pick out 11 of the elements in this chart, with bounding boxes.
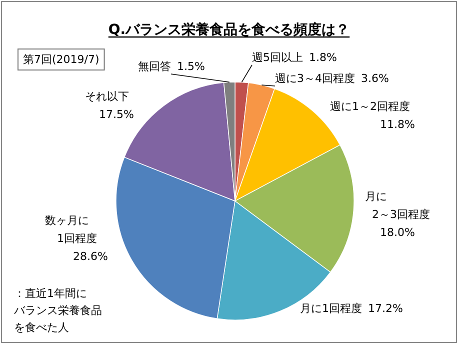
chart-subtitle: 第7回(2019/7) (23, 53, 100, 66)
slice-label: 月に2～3回程度 (365, 190, 430, 221)
slice-label: 週に3～4回程度 (275, 72, 355, 85)
chart-title: Q.バランス栄養食品を食べる頻度は？ (108, 21, 350, 38)
slice-label: 数ヶ月に1回程度 (45, 214, 97, 245)
slice-label: 月に1回程度 (300, 302, 362, 315)
slice-label: 週5回以上 (252, 51, 303, 64)
text: ：直近1年間にバランス栄養食品を食べた人 (13, 287, 102, 334)
slice-label: 週に1～2回程度 (330, 100, 410, 113)
slice-label: 無回答 (138, 60, 171, 73)
slice-label: それ以下 (85, 90, 129, 103)
